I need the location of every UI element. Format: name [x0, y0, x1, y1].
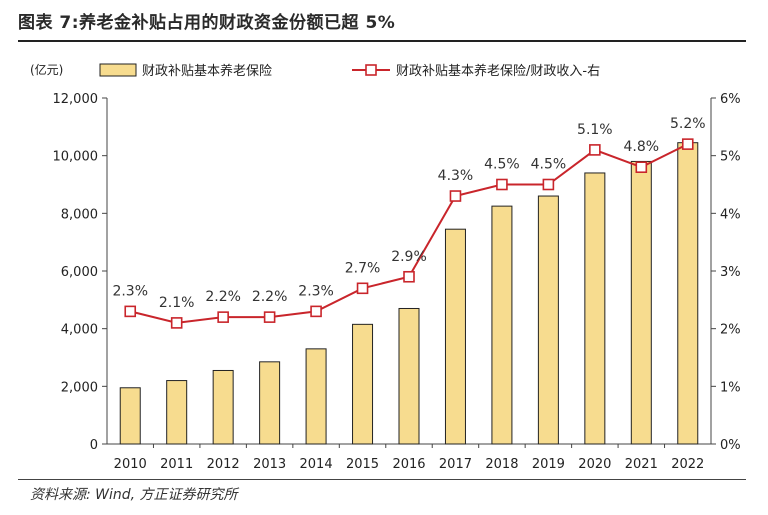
- y-right-tick-label: 5%: [720, 150, 741, 165]
- figure-title: 图表 7:养老金补贴占用的财政资金份额已超 5%: [18, 13, 396, 33]
- bar: [212, 369, 234, 445]
- bar: [305, 348, 327, 445]
- x-tick-label: 2022: [671, 457, 704, 472]
- data-label: 4.3%: [438, 168, 474, 184]
- x-tick-label: 2010: [114, 457, 147, 472]
- line-point: [542, 178, 555, 191]
- data-label: 2.2%: [252, 289, 288, 305]
- data-label: 4.8%: [624, 139, 660, 155]
- x-tick-label: 2017: [439, 457, 472, 472]
- data-label: 4.5%: [484, 157, 520, 173]
- x-tick-label: 2018: [485, 457, 518, 472]
- legend-label-bar: 财政补贴基本养老保险: [142, 63, 272, 79]
- axes: 0 2,000 4,000 6,000 8,000 10,000 12,000 0% 1% 2% 3…: [53, 92, 741, 472]
- x-tick-label: 2016: [392, 457, 425, 472]
- data-labels: 2.3% 2.1% 2.2% 2.2% 2.3% 2.7% 2.9% 4.3% 4.5% 4.5%…: [112, 116, 705, 311]
- bar: [166, 380, 188, 445]
- line-point: [681, 138, 694, 150]
- line-point: [217, 311, 229, 323]
- y-left-unit-label: (亿元): [30, 62, 63, 77]
- bar: [630, 160, 652, 445]
- line-point: [403, 270, 415, 283]
- legend-swatch-bar: [99, 63, 137, 77]
- data-label: 2.9%: [391, 249, 427, 265]
- title-rule: [18, 40, 746, 42]
- line-point: [170, 317, 183, 329]
- line-point: [589, 144, 601, 156]
- y-left-tick-label: 4,000: [61, 323, 98, 338]
- y-right-tick-label: 4%: [720, 207, 741, 222]
- y-right-tick-label: 6%: [720, 92, 741, 107]
- legend-label-line: 财政补贴基本养老保险/财政收入-右: [396, 63, 600, 79]
- bar: [119, 387, 141, 445]
- data-label: 2.3%: [112, 283, 148, 299]
- y-right-tick-label: 1%: [720, 380, 741, 395]
- source-note: 资料来源: Wind, 方正证券研究所: [30, 487, 238, 503]
- x-tick-label: 2021: [625, 457, 658, 472]
- data-label: 5.2%: [670, 116, 706, 132]
- y-right-tick-label: 3%: [720, 265, 741, 280]
- line-point: [449, 190, 462, 202]
- y-left-tick-label: 0: [90, 438, 98, 453]
- data-label: 5.1%: [577, 122, 613, 138]
- x-tick-label: 2014: [300, 457, 333, 472]
- x-tick-label: 2011: [160, 457, 193, 472]
- y-left-tick-label: 12,000: [53, 92, 99, 107]
- bar: [491, 205, 513, 445]
- line-point: [263, 311, 276, 323]
- bar: [537, 195, 559, 445]
- combo-chart: (亿元) 财政补贴基本养老保险 财政补贴基本养老保险/财政收入-右 0 2,000 4,…: [30, 62, 741, 472]
- line-point: [310, 305, 322, 318]
- bar: [444, 228, 466, 445]
- bar: [398, 307, 420, 445]
- y-left-tick-label: 2,000: [61, 380, 98, 395]
- line-series: [124, 138, 694, 329]
- data-label: 2.7%: [345, 260, 381, 276]
- line-point: [356, 282, 369, 295]
- data-label: 2.3%: [298, 283, 334, 299]
- legend: (亿元) 财政补贴基本养老保险 财政补贴基本养老保险/财政收入-右: [30, 62, 600, 79]
- y-right-tick-label: 2%: [720, 323, 741, 338]
- data-label: 2.1%: [159, 295, 195, 311]
- bar: [584, 172, 606, 445]
- bar-series: [119, 142, 699, 445]
- legend-swatch-marker: [365, 64, 377, 76]
- y-left-tick-label: 8,000: [61, 207, 98, 222]
- x-tick-label: 2015: [346, 457, 379, 472]
- line-point: [635, 161, 648, 173]
- bar: [352, 323, 374, 445]
- x-tick-label: 2012: [207, 457, 240, 472]
- x-tick-label: 2013: [253, 457, 286, 472]
- x-tick-label: 2019: [532, 457, 565, 472]
- line-point: [496, 178, 508, 191]
- y-left-tick-label: 6,000: [61, 265, 98, 280]
- y-left-tick-label: 10,000: [53, 150, 99, 165]
- y-right-tick-label: 0%: [720, 438, 741, 453]
- line-point: [124, 305, 137, 318]
- data-label: 4.5%: [531, 157, 567, 173]
- bar: [677, 142, 699, 445]
- source-rule: [18, 479, 746, 480]
- x-tick-label: 2020: [578, 457, 611, 472]
- data-label: 2.2%: [205, 289, 241, 305]
- bar: [259, 361, 281, 445]
